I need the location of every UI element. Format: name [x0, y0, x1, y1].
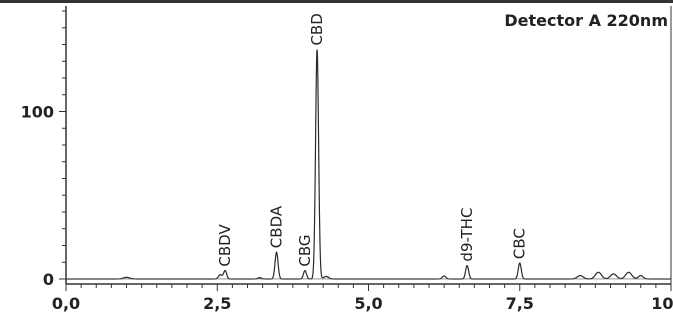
x-tick-label: 2,5: [203, 294, 231, 313]
minor-ticks: [59, 10, 672, 291]
plot-frame: [0, 0, 673, 285]
y-tick-label: 100: [21, 103, 54, 122]
peak-label: CBC: [511, 228, 529, 259]
x-tick-label: 10,0: [651, 294, 673, 313]
x-tick-label: 5,0: [354, 294, 382, 313]
peak-label: CBD: [308, 13, 326, 45]
x-tick-label: 0,0: [52, 294, 80, 313]
x-tick-label: 7,5: [506, 294, 534, 313]
y-tick-label: 0: [43, 270, 54, 289]
peak-label: CBDA: [268, 205, 286, 248]
trace: [66, 49, 671, 280]
peak-label: CBDV: [216, 224, 234, 267]
tick-labels: 0,0 2,5 5,0 7,5 10,0 0 100: [21, 103, 673, 313]
detector-label: Detector A 220nm: [504, 11, 668, 30]
trace-line: [66, 49, 671, 280]
peak-label: CBG: [296, 234, 314, 266]
peak-label: d9-THC: [458, 208, 476, 262]
peak-labels: CBDV CBDA CBG CBD d9-THC CBC: [216, 13, 529, 266]
